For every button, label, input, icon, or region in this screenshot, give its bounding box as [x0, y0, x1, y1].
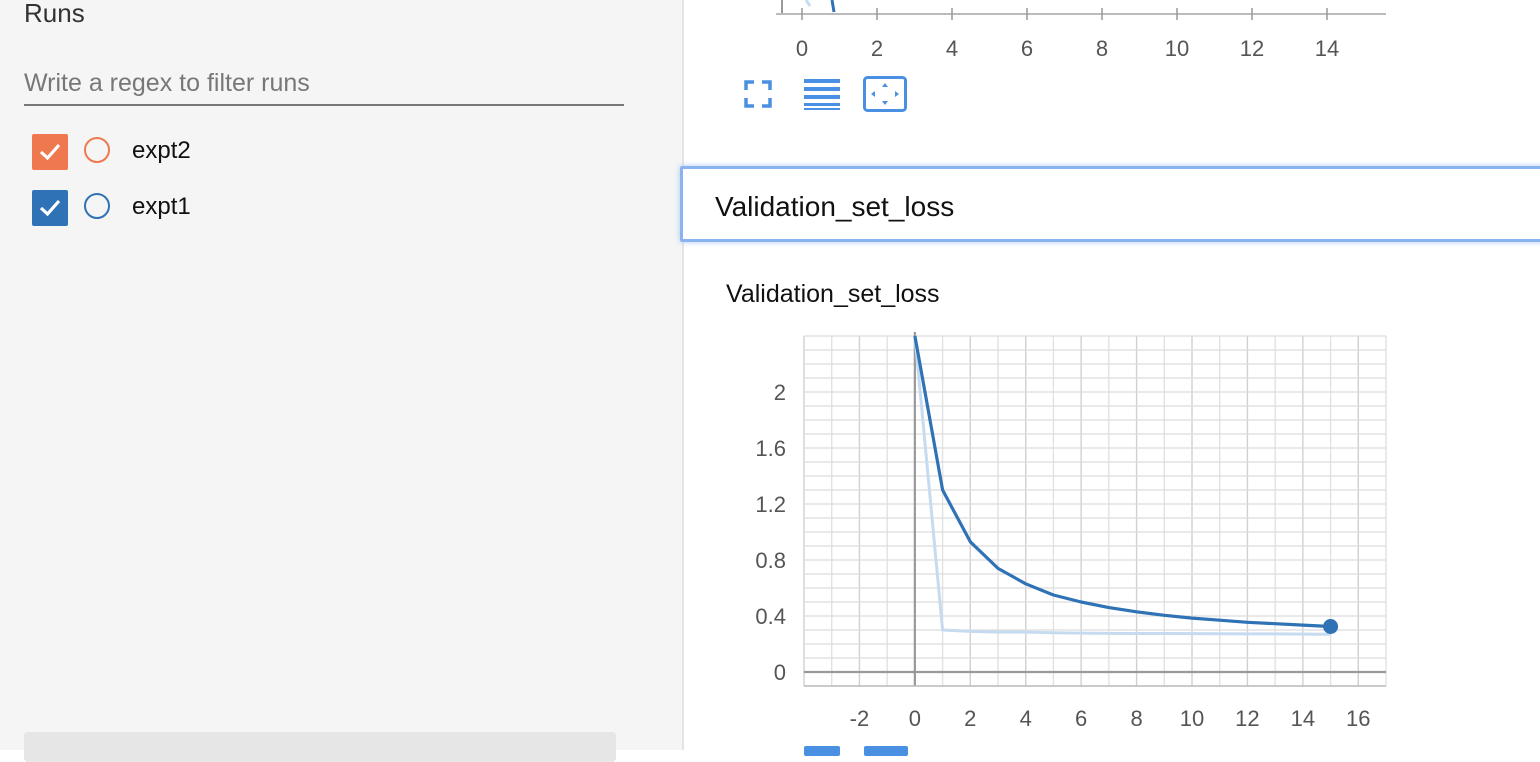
top-x-tick-label: 0: [796, 36, 808, 61]
y-tick-label: 0.8: [755, 548, 786, 573]
top-x-tick-label: 14: [1315, 36, 1339, 61]
y-tick-label: 0.4: [755, 604, 786, 629]
top-x-tick-label: 6: [1021, 36, 1033, 61]
x-tick-label: 6: [1075, 706, 1087, 731]
y-tick-label: 1.6: [755, 436, 786, 461]
sidebar: Runs expt2 expt1: [0, 0, 684, 762]
run-filter-input[interactable]: [24, 62, 624, 106]
y-tick-label: 1.2: [755, 492, 786, 517]
list-icon: [804, 79, 840, 110]
fullscreen-icon: [744, 80, 772, 108]
x-tick-label: 0: [909, 706, 921, 731]
x-tick-label: 2: [964, 706, 976, 731]
x-tick-label: 10: [1180, 706, 1204, 731]
run-item-expt1[interactable]: expt1: [32, 190, 332, 226]
section-title: Validation_set_loss: [715, 191, 955, 222]
y-tick-label: 0: [774, 660, 786, 685]
top-x-tick-label: 10: [1165, 36, 1189, 61]
run-checkbox-expt1[interactable]: [32, 190, 68, 226]
x-tick-label: 14: [1291, 706, 1315, 731]
grid: [803, 335, 1387, 687]
y-tick-label: 2: [774, 380, 786, 405]
series-endpoint-marker: [1323, 619, 1339, 634]
sidebar-bottom-button[interactable]: [24, 732, 616, 762]
chart-card-title: Validation_set_loss: [726, 280, 940, 308]
x-tick-label: 4: [1020, 706, 1032, 731]
run-label-expt1: expt1: [132, 193, 191, 220]
checkmark-icon: [39, 199, 61, 217]
top-x-tick-label: 12: [1240, 36, 1264, 61]
series-line-raw: [913, 335, 1331, 636]
x-tick-label: 16: [1346, 706, 1370, 731]
fit-domain-icon: [863, 76, 907, 112]
toggle-log-scale-button[interactable]: [800, 74, 844, 114]
series-line-smoothed: [913, 335, 1331, 629]
runs-title: Runs: [24, 0, 85, 28]
run-label-expt2: expt2: [132, 137, 191, 164]
run-item-expt2[interactable]: expt2: [32, 134, 332, 170]
run-color-circle-expt1[interactable]: [84, 193, 110, 219]
top-x-tick-label: 2: [871, 36, 883, 61]
fit-domain-button[interactable]: [863, 74, 907, 114]
main-panel: 0 2 4 6 8 10 12 14 Validation_set_loss Validati…: [680, 0, 1540, 756]
x-tick-label: 8: [1130, 706, 1142, 731]
top-chart: 0 2 4 6 8 10 12 14: [776, 0, 1386, 61]
x-tick-label: 12: [1235, 706, 1259, 731]
fullscreen-button[interactable]: [736, 74, 780, 114]
top-x-tick-label: 4: [946, 36, 958, 61]
run-checkbox-expt2[interactable]: [32, 134, 68, 170]
top-x-tick-label: 8: [1096, 36, 1108, 61]
section-header-validation-set-loss[interactable]: Validation_set_loss: [680, 166, 1540, 242]
run-color-circle-expt2[interactable]: [84, 137, 110, 163]
checkmark-icon: [39, 143, 61, 161]
chart-toolbar-button-partial[interactable]: [864, 746, 908, 756]
validation-loss-chart[interactable]: 0 0.4 0.8 1.2 1.6 2 -2 0 2 4 6 8 10 12 14 16: [686, 320, 1406, 740]
x-tick-label: -2: [850, 706, 870, 731]
chart-toolbar-button-partial[interactable]: [804, 746, 840, 756]
